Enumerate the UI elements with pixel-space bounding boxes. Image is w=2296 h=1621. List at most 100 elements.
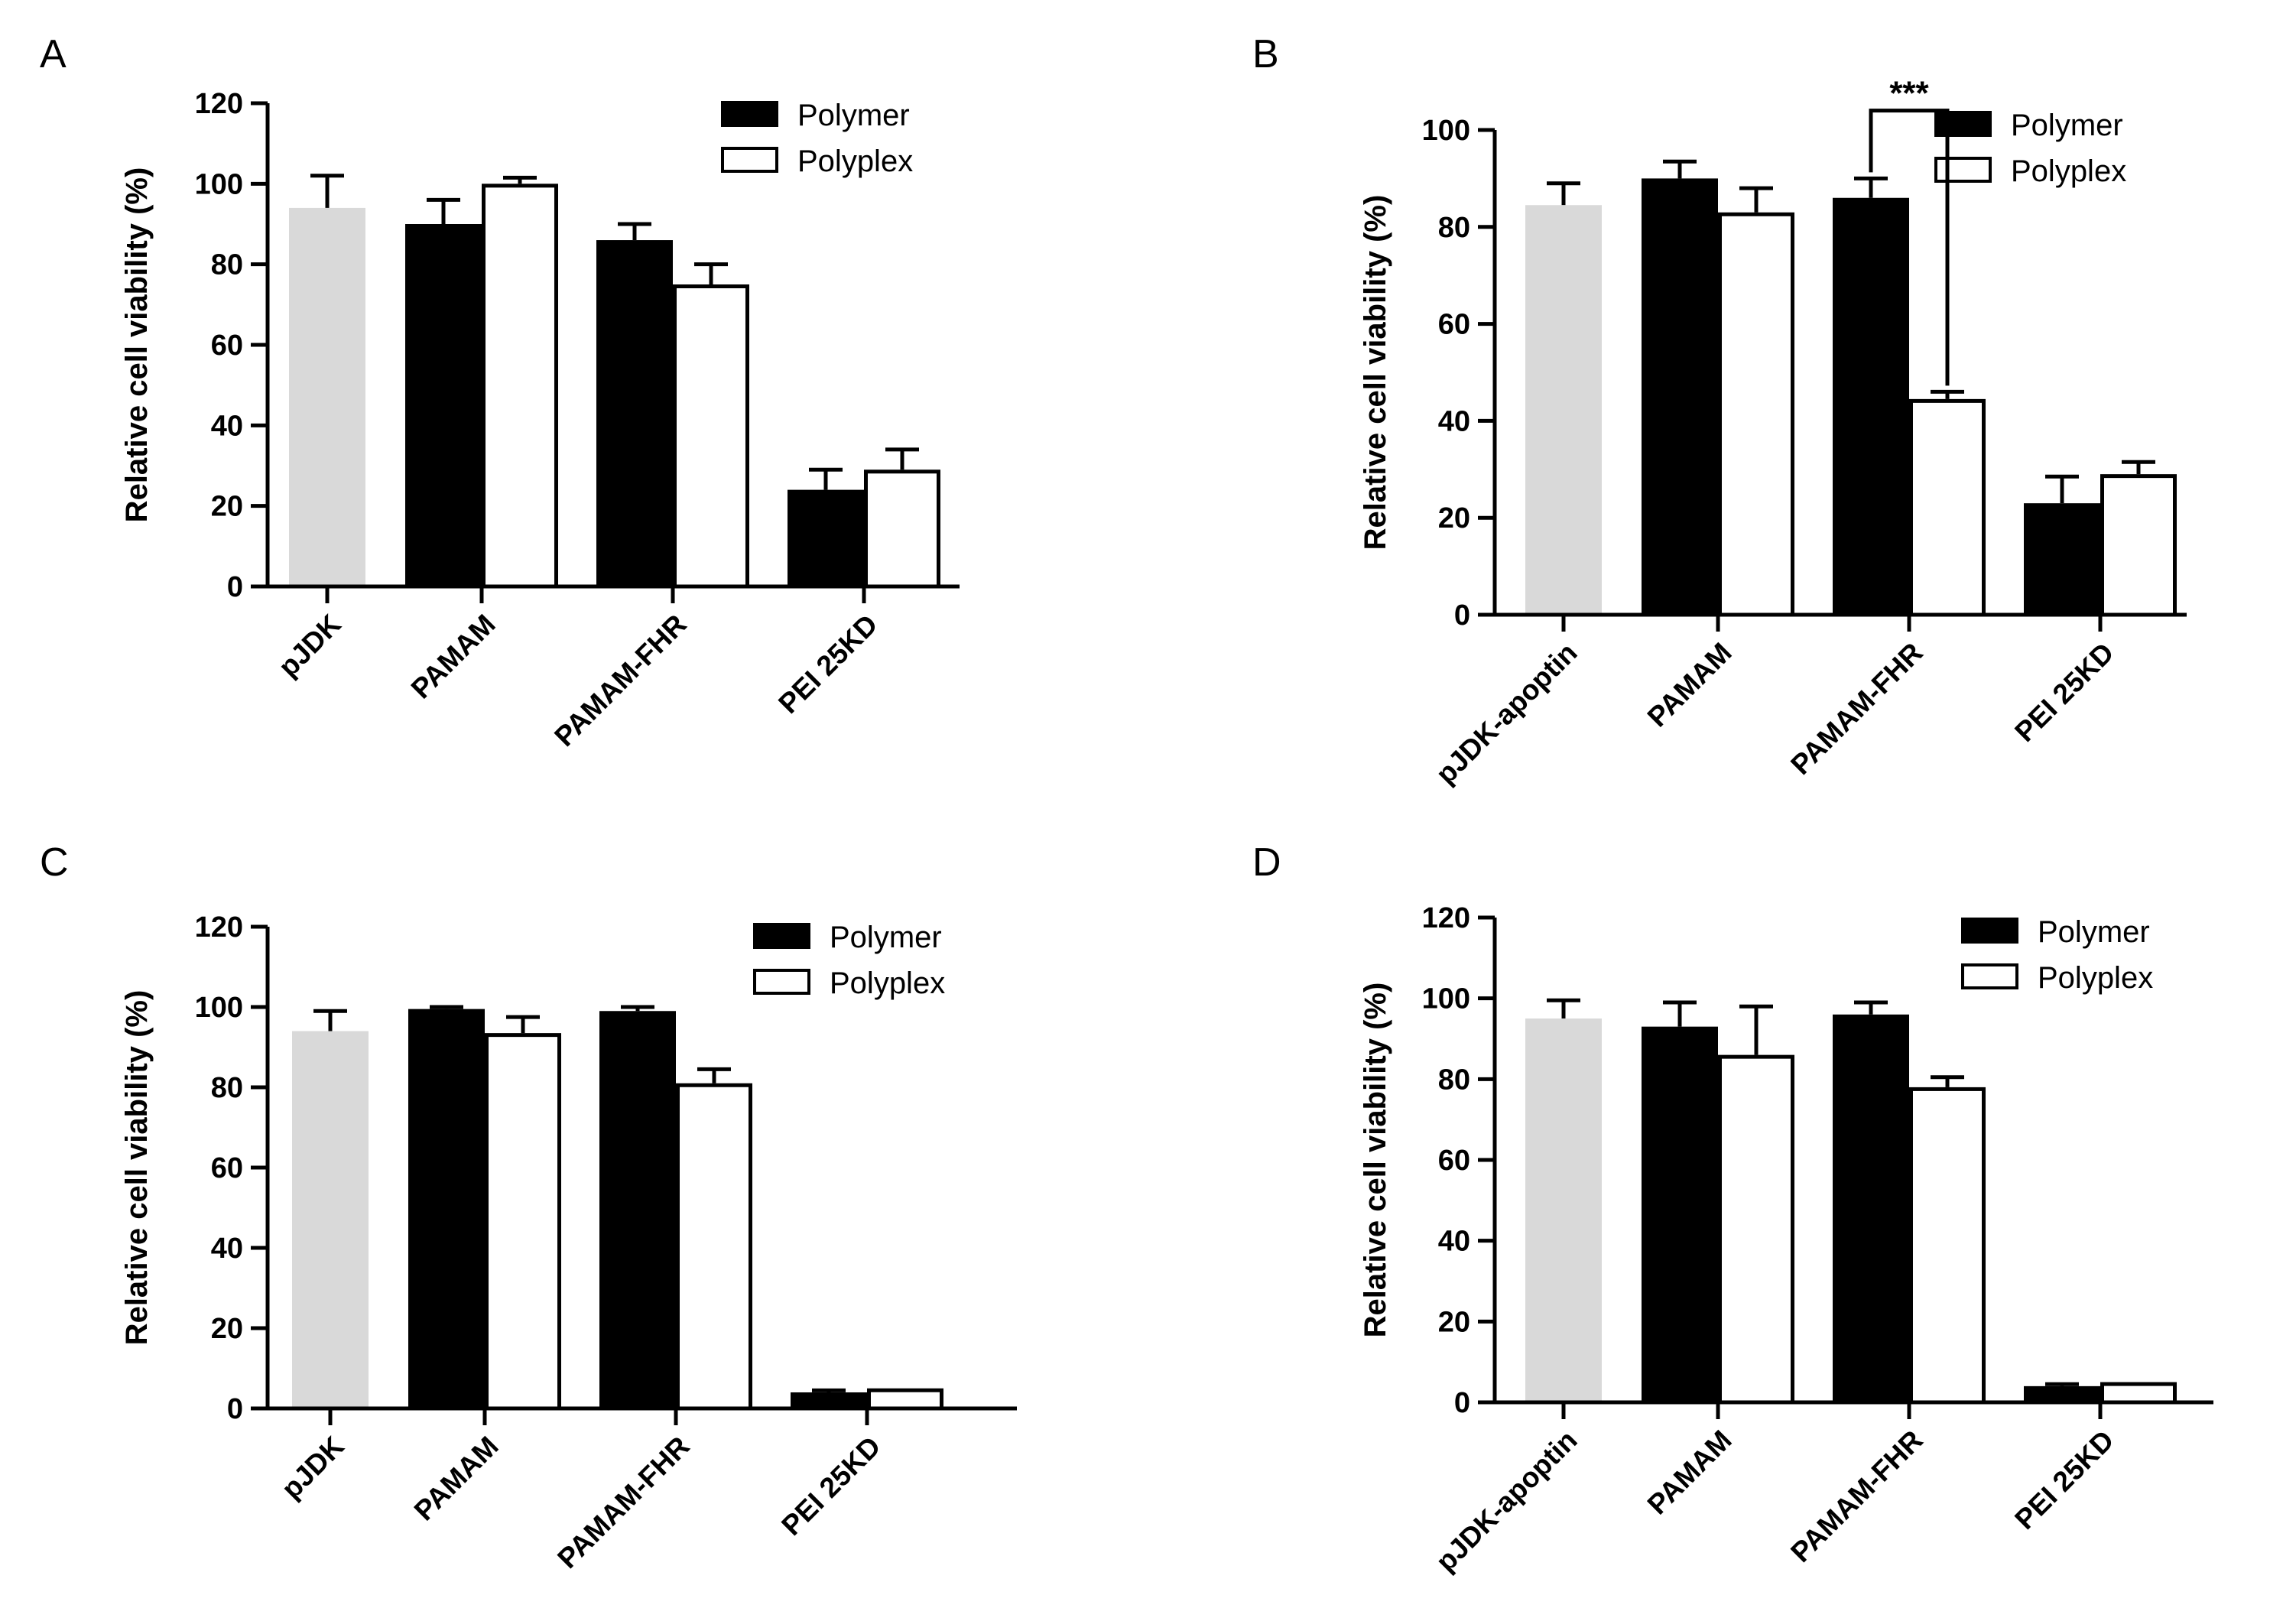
y-tick-label: 0 (1454, 599, 1470, 632)
bar-polyplex-pei-25kd (2100, 1382, 2177, 1405)
bar-polymer-pei-25kd (791, 1392, 867, 1408)
bar-polymer-pamam (1642, 1026, 1718, 1402)
x-category-label: PAMAM-FHR (548, 609, 692, 752)
bar-control (1525, 1018, 1602, 1402)
significance-label: *** (1889, 75, 1929, 112)
legend-label-polyplex: Polyplex (797, 145, 913, 178)
bar-polyplex-pamam-fhr (1909, 1087, 1986, 1405)
legend-label-polymer: Polymer (2038, 915, 2150, 949)
bar-polymer-pamam (1642, 178, 1718, 615)
y-tick-label: 40 (211, 410, 243, 442)
legend-label-polymer: Polymer (797, 99, 910, 132)
y-tick-label: 20 (1438, 502, 1470, 534)
x-category-label: pJDK (275, 1430, 350, 1505)
bar-polyplex-pamam (485, 1033, 561, 1411)
y-tick-label: 80 (1438, 1064, 1470, 1096)
chart-panel-d: D Relative cell viability (%) 0 20 40 60 80 100… (1252, 840, 2213, 1577)
panel-label: A (40, 32, 67, 76)
bar-polyplex-pamam (482, 184, 558, 589)
legend-swatch-polyplex (1934, 157, 1992, 183)
panel-label: C (40, 840, 69, 885)
x-category-label: PEI 25KD (2009, 1424, 2119, 1535)
bar-polyplex-pamam-fhr (676, 1083, 752, 1411)
legend-swatch-polyplex (753, 969, 810, 995)
legend-swatch-polyplex (1961, 963, 2018, 989)
y-axis-title: Relative cell viability (%) (1359, 983, 1392, 1338)
bar-polymer-pamam-fhr (599, 1011, 676, 1408)
bar-polyplex-pamam (1718, 212, 1794, 617)
y-axis-title: Relative cell viability (%) (120, 990, 154, 1346)
bar-polyplex-pei-25kd (864, 469, 940, 589)
x-category-label: PAMAM (405, 609, 502, 705)
y-tick-label: 0 (1454, 1387, 1470, 1419)
x-category-label: pJDK-apoptin (1430, 1424, 1583, 1577)
legend-swatch-polymer (1934, 111, 1992, 137)
bar-control (1525, 205, 1602, 615)
chart-panel-c: C Relative cell viability (%) 0 20 40 60 80 100… (40, 840, 1017, 1574)
bar-polymer-pamam (408, 1009, 485, 1408)
y-tick-label: 80 (1438, 212, 1470, 244)
y-tick-label: 100 (1422, 115, 1470, 147)
x-category-label: PAMAM-FHR (1785, 637, 1928, 781)
x-category-label: pJDK-apoptin (1430, 637, 1583, 790)
y-tick-label: 60 (1438, 309, 1470, 341)
legend-swatch-polymer (1961, 918, 2018, 944)
bar-polyplex-pei-25kd (2100, 474, 2177, 617)
y-tick-label: 20 (211, 491, 243, 523)
x-category-label: PEI 25KD (772, 609, 883, 720)
bar-polymer-pei-25kd (2024, 503, 2100, 615)
y-tick-label: 100 (195, 168, 243, 200)
x-category-label: pJDK (272, 608, 347, 683)
legend-label-polymer: Polymer (2011, 109, 2123, 142)
y-tick-label: 60 (211, 330, 243, 362)
y-tick-label: 40 (211, 1233, 243, 1265)
y-tick-label: 40 (1438, 1226, 1470, 1258)
bar-polymer-pamam-fhr (1833, 1014, 1909, 1402)
y-tick-label: 60 (1438, 1145, 1470, 1177)
x-category-label: PAMAM (1642, 1424, 1738, 1521)
panel-label: D (1252, 840, 1281, 885)
y-axis-title: Relative cell viability (%) (120, 167, 154, 523)
bar-control (289, 207, 365, 586)
legend-label-polymer: Polymer (830, 921, 942, 954)
y-tick-label: 80 (211, 1072, 243, 1104)
bar-control (292, 1031, 369, 1408)
chart-panel-b: B Relative cell viability (%) 0 20 40 60 80 100… (1252, 32, 2187, 790)
bar-polyplex-pamam (1718, 1054, 1794, 1405)
chart-panel-a: A Relative cell viability (%) 0 20 40 60 80 100… (40, 32, 960, 752)
y-tick-label: 20 (211, 1313, 243, 1345)
y-tick-label: 0 (227, 571, 243, 603)
y-tick-label: 20 (1438, 1306, 1470, 1338)
y-tick-label: 100 (1422, 983, 1470, 1015)
bar-polyplex-pamam-fhr (673, 284, 749, 589)
y-tick-label: 120 (195, 88, 243, 120)
y-tick-label: 100 (195, 992, 243, 1024)
y-tick-label: 60 (211, 1152, 243, 1184)
legend-swatch-polymer (753, 923, 810, 949)
x-category-label: PAMAM (408, 1431, 505, 1527)
y-tick-label: 40 (1438, 405, 1470, 437)
bar-polymer-pamam (405, 224, 482, 586)
bar-polymer-pamam-fhr (596, 240, 673, 586)
panel-label: B (1252, 32, 1279, 76)
y-tick-label: 80 (211, 249, 243, 281)
y-tick-label: 0 (227, 1393, 243, 1425)
legend-label-polyplex: Polyplex (2011, 154, 2126, 188)
bar-polymer-pei-25kd (788, 489, 864, 586)
y-tick-label: 120 (195, 911, 243, 944)
x-category-label: PAMAM (1642, 637, 1738, 733)
bar-polymer-pei-25kd (2024, 1385, 2100, 1402)
legend-label-polyplex: Polyplex (2038, 961, 2153, 995)
bar-polyplex-pamam-fhr (1909, 398, 1986, 617)
x-category-label: PAMAM-FHR (551, 1431, 695, 1574)
x-category-label: PEI 25KD (2009, 637, 2119, 748)
legend-swatch-polyplex (721, 147, 778, 173)
x-category-label: PAMAM-FHR (1785, 1424, 1928, 1568)
x-category-label: PEI 25KD (775, 1431, 886, 1541)
y-axis-title: Relative cell viability (%) (1359, 195, 1392, 551)
y-tick-label: 120 (1422, 902, 1470, 934)
bar-polymer-pamam-fhr (1833, 197, 1909, 615)
bar-polyplex-pei-25kd (867, 1388, 943, 1411)
legend-label-polyplex: Polyplex (830, 966, 945, 1000)
legend-swatch-polymer (721, 101, 778, 127)
